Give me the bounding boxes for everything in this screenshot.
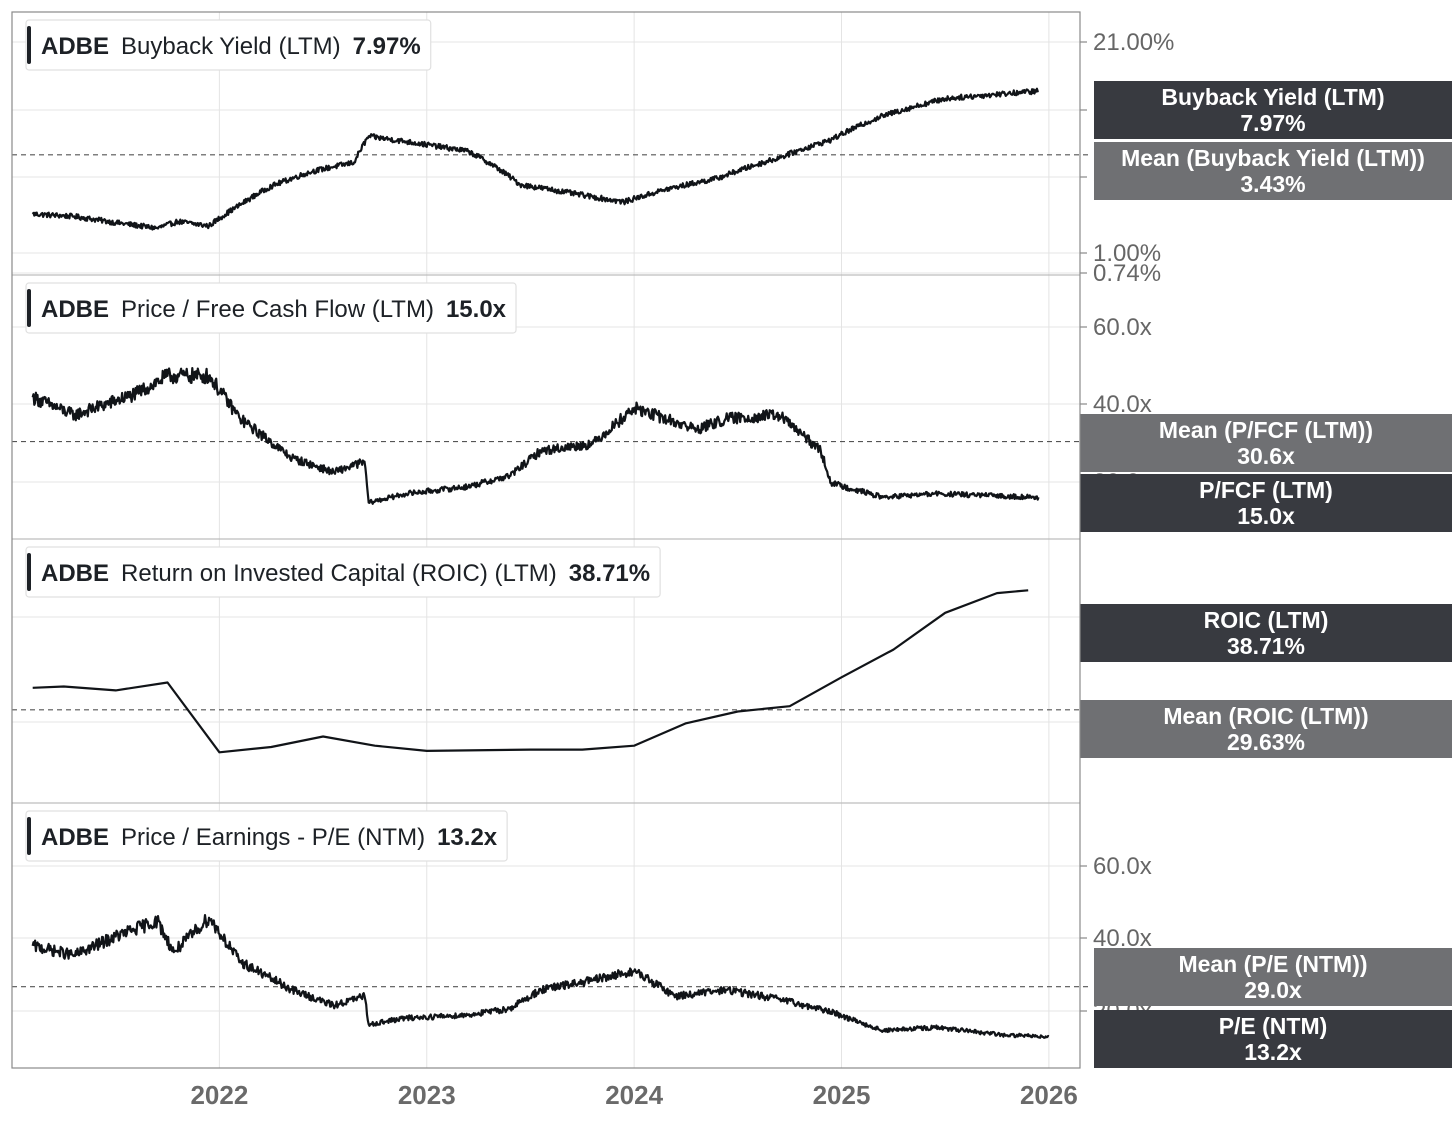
x-tick-label: 2026 [1020, 1080, 1078, 1110]
tag-background [1080, 474, 1452, 532]
tag-label: P/E (NTM) [1219, 1013, 1328, 1039]
title-ticker: ADBE [41, 824, 109, 851]
y-tick-label: 60.0x [1093, 314, 1152, 341]
current-value-tag: P/FCF (LTM)15.0x [1080, 474, 1452, 532]
current-value-tag: P/E (NTM)13.2x [1094, 1010, 1452, 1068]
tag-value: 30.6x [1237, 443, 1295, 469]
tag-value: 7.97% [1240, 110, 1305, 136]
tag-value: 3.43% [1240, 171, 1305, 197]
title-ticker: ADBE [41, 296, 109, 323]
tag-value: 13.2x [1244, 1039, 1302, 1065]
chart-title: ADBE Price / Earnings - P/E (NTM) 13.2x [25, 810, 508, 862]
y-tick-label: 21.00% [1093, 29, 1174, 56]
chart-title: ADBE Price / Free Cash Flow (LTM) 15.0x [25, 282, 517, 334]
y-tick-label: 0.74% [1093, 260, 1161, 287]
mean-value-tag: Mean (P/FCF (LTM))30.6x [1080, 414, 1452, 472]
series-line [31, 914, 1050, 1039]
series-line [32, 589, 1029, 754]
tag-background [1080, 414, 1452, 472]
title-metric-name: Return on Invested Capital (ROIC) (LTM) [121, 560, 557, 587]
tag-value: 29.0x [1244, 977, 1302, 1003]
mean-value-tag: Mean (ROIC (LTM))29.63% [1080, 700, 1452, 758]
x-tick-label: 2023 [398, 1080, 456, 1110]
title-current-value: 15.0x [446, 296, 507, 323]
x-tick-label: 2024 [605, 1080, 663, 1110]
mean-value-tag: Mean (Buyback Yield (LTM))3.43% [1094, 142, 1452, 200]
tag-background [1094, 142, 1452, 200]
title-current-value: 7.97% [353, 33, 421, 60]
current-value-tag: Buyback Yield (LTM)7.97% [1094, 81, 1452, 139]
tag-background [1080, 604, 1452, 662]
title-current-value: 13.2x [437, 824, 498, 851]
title-box [25, 546, 661, 598]
y-tick-label: 40.0x [1093, 391, 1152, 418]
series-line [31, 367, 1040, 505]
tag-label: Mean (P/FCF (LTM)) [1159, 417, 1373, 443]
title-ticker: ADBE [41, 33, 109, 60]
series-line [31, 87, 1039, 231]
tag-value: 38.71% [1227, 633, 1305, 659]
tag-label: ROIC (LTM) [1204, 607, 1329, 633]
tag-value: 15.0x [1237, 503, 1295, 529]
current-value-tag: ROIC (LTM)38.71% [1080, 604, 1452, 662]
tag-background [1094, 81, 1452, 139]
y-tick-label: 60.0x [1093, 853, 1152, 880]
title-metric-name: Price / Earnings - P/E (NTM) [121, 824, 425, 851]
mean-value-tag: Mean (P/E (NTM))29.0x [1094, 948, 1452, 1006]
x-tick-label: 2025 [813, 1080, 871, 1110]
tag-label: Mean (ROIC (LTM)) [1163, 703, 1368, 729]
title-accent-bar [27, 289, 31, 327]
title-accent-bar [27, 553, 31, 591]
tag-background [1094, 1010, 1452, 1068]
title-metric-name: Buyback Yield (LTM) [121, 33, 341, 60]
tag-value: 29.63% [1227, 729, 1305, 755]
tag-background [1080, 700, 1452, 758]
tag-label: Mean (P/E (NTM)) [1178, 951, 1367, 977]
title-accent-bar [27, 26, 31, 64]
tag-label: P/FCF (LTM) [1199, 477, 1333, 503]
chart-title: ADBE Buyback Yield (LTM) 7.97% [25, 19, 432, 71]
title-current-value: 38.71% [569, 560, 650, 587]
x-tick-label: 2022 [190, 1080, 248, 1110]
title-accent-bar [27, 817, 31, 855]
title-metric-name: Price / Free Cash Flow (LTM) [121, 296, 434, 323]
tag-label: Mean (Buyback Yield (LTM)) [1121, 145, 1425, 171]
y-tick-label: 40.0x [1093, 925, 1152, 952]
title-box [25, 282, 517, 334]
title-box [25, 810, 508, 862]
tag-label: Buyback Yield (LTM) [1161, 84, 1384, 110]
chart-title: ADBE Return on Invested Capital (ROIC) (L… [25, 546, 661, 598]
y-tick-label: 1.00% [1093, 240, 1161, 267]
title-ticker: ADBE [41, 560, 109, 587]
chart-frame [11, 11, 1081, 1069]
tag-background [1094, 948, 1452, 1006]
title-box [25, 19, 432, 71]
